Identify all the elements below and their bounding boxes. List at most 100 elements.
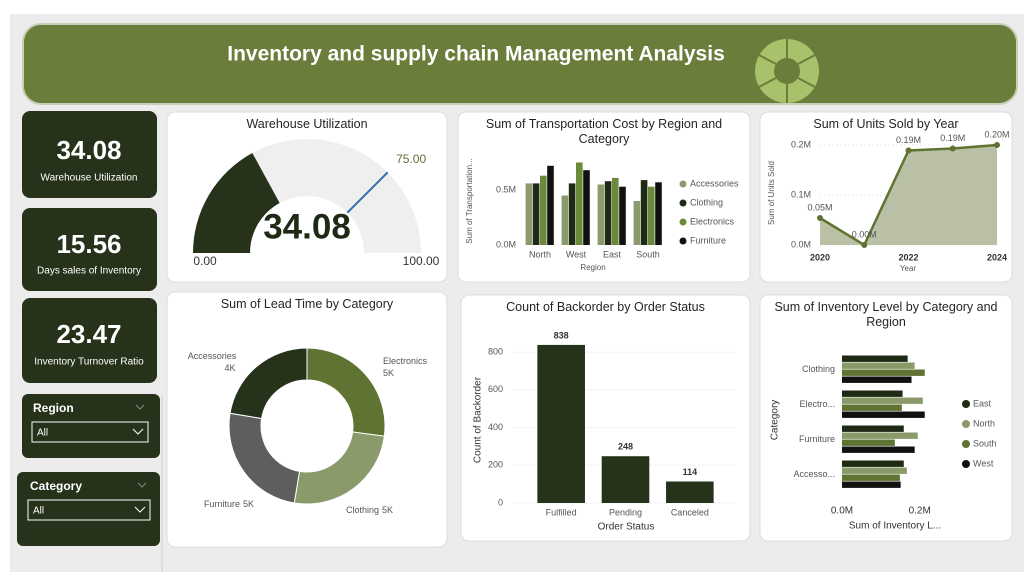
x-tick-label: 2024 — [987, 252, 1007, 262]
x-tick-label: Fulfilled — [546, 507, 577, 517]
bar — [568, 183, 576, 245]
point — [861, 242, 868, 248]
y-tick-label: 400 — [488, 422, 503, 432]
slice-name: Accessories — [188, 351, 237, 361]
bar — [842, 439, 895, 446]
x-tick-label: Pending — [609, 507, 642, 517]
x-tick-label: 0.0M — [831, 506, 853, 517]
x-axis-label: Order Status — [598, 522, 655, 533]
point — [949, 145, 956, 152]
dropdown[interactable] — [31, 421, 149, 443]
slicer-value[interactable]: All — [37, 428, 48, 439]
bar — [842, 432, 918, 439]
slice-value: 5K — [243, 499, 254, 509]
slice-value: 5K — [382, 505, 393, 515]
dropdown[interactable] — [27, 499, 151, 521]
bar — [842, 397, 923, 404]
kpi-card — [22, 111, 157, 198]
bar — [842, 425, 904, 432]
x-tick-label: 2020 — [810, 252, 830, 262]
legend-marker — [962, 400, 970, 408]
bar — [583, 170, 590, 245]
bar — [842, 460, 904, 467]
slicer-title: Category — [30, 479, 82, 493]
slicer-value[interactable]: All — [33, 506, 44, 517]
legend-marker — [679, 199, 687, 207]
card — [166, 291, 448, 548]
bar — [842, 355, 908, 362]
bar — [597, 184, 605, 245]
y-tick-label: 0.0M — [496, 239, 516, 249]
legend-label: Clothing — [690, 197, 723, 207]
gauge-min-label: 0.00 — [193, 254, 217, 268]
bar — [842, 474, 900, 481]
legend-marker — [962, 420, 970, 428]
y-tick-label: 0 — [498, 497, 503, 507]
chart-title: Sum of Inventory Level by Category and R… — [774, 300, 998, 329]
gauge-target-label: 75.00 — [396, 152, 426, 166]
bar — [640, 180, 648, 245]
kpi-card — [22, 298, 157, 383]
gauge-value — [193, 152, 280, 253]
y-axis-label: Sum of Units Sold — [767, 161, 776, 225]
bar — [537, 344, 585, 503]
slice-name: Electronics — [383, 356, 428, 366]
slice-value: 5K — [383, 368, 394, 378]
slice-label: Electronics 5K — [383, 356, 428, 378]
slice-value: 4K — [224, 363, 235, 373]
y-tick-label: Clothing — [802, 364, 835, 374]
bar — [619, 186, 626, 245]
x-tick-label: East — [603, 249, 622, 259]
x-axis-label: Region — [580, 263, 605, 272]
bar — [842, 446, 915, 453]
kpi-value: 15.56 — [56, 229, 121, 259]
y-axis-label: Count of Backorder — [473, 376, 484, 463]
x-tick-label: Canceled — [671, 507, 709, 517]
kpi-card — [22, 208, 157, 291]
slice-label: Clothing 5K — [346, 505, 393, 515]
bar — [842, 481, 901, 488]
bar — [604, 181, 612, 245]
chevron — [137, 482, 147, 488]
data-label: 0.05M — [807, 202, 832, 212]
slicer — [17, 472, 160, 546]
point — [817, 215, 823, 221]
bar — [547, 165, 554, 245]
chart-title: Sum of Transportation Cost by Region and… — [485, 117, 723, 146]
legend-marker — [679, 180, 687, 188]
y-tick-label: Furniture — [799, 434, 835, 444]
bar — [655, 182, 662, 245]
data-label: 114 — [683, 467, 698, 477]
data-label: 0.19M — [896, 135, 921, 145]
slicer-title: Region — [33, 401, 74, 415]
bar — [576, 162, 583, 245]
chart-title: Warehouse Utilization — [246, 117, 368, 131]
kpi-value: 34.08 — [56, 135, 121, 165]
slice-label: Accessories 4K — [188, 351, 237, 373]
data-label: 0.20M — [984, 129, 1009, 139]
x-tick-label: West — [566, 249, 587, 259]
slice-name: Clothing — [346, 505, 379, 515]
x-tick-label: North — [529, 249, 551, 259]
slice — [306, 347, 386, 437]
chart-title: Count of Backorder by Order Status — [506, 300, 705, 314]
data-label: 838 — [554, 330, 569, 340]
data-label: 0.00M — [852, 229, 877, 239]
y-tick-label: 200 — [488, 460, 503, 470]
gauge-target — [346, 171, 389, 214]
chart-title: Sum of Units Sold by Year — [813, 117, 959, 131]
legend-marker — [962, 440, 970, 448]
x-tick-label: 0.2M — [909, 506, 931, 517]
kpi-label: Days sales of Inventory — [37, 266, 141, 277]
y-tick-label: 0.1M — [791, 189, 811, 199]
x-axis-label: Year — [900, 264, 917, 273]
bar — [666, 481, 714, 503]
data-label: 0.19M — [940, 133, 965, 143]
bar — [532, 183, 540, 245]
chevron — [135, 404, 145, 410]
bar — [842, 404, 902, 411]
logo — [755, 39, 819, 103]
slice-label: Furniture 5K — [204, 499, 254, 509]
